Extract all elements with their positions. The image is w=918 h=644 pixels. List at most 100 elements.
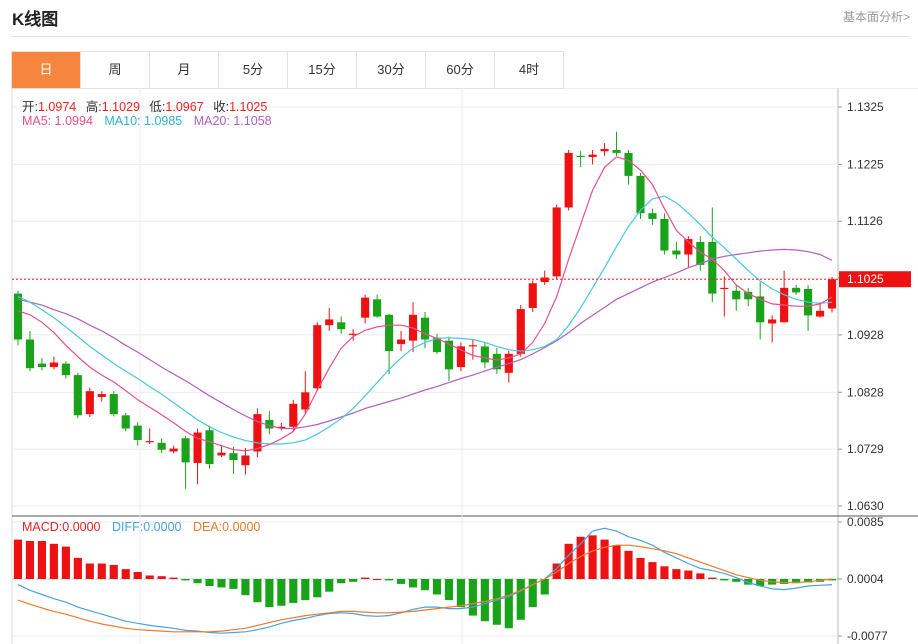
candle-body [13,293,23,340]
macd-bar [49,543,58,579]
macd-bar [552,563,561,579]
candle-body [552,207,561,277]
macd-bar [373,579,382,580]
dea-label: DEA: [192,520,223,534]
candle-body [660,218,669,251]
candle-body [720,287,729,290]
macd-bar [121,569,130,579]
candle-body [672,250,681,255]
tab-60min[interactable]: 60分 [426,52,495,88]
macd-bar [265,579,274,608]
macd-bar [85,563,94,579]
macd-bar [672,569,681,579]
candle-body [325,319,334,326]
candle-body [756,296,765,323]
candle-body [169,448,178,452]
high-value: 1.1029 [101,100,140,114]
tab-month[interactable]: 月 [150,52,219,88]
macd-bar [25,541,35,579]
price-tick-label: 1.0928 [847,328,884,342]
ma20-label: MA20: [193,114,230,128]
candle-body [648,213,657,219]
candle-body [313,325,322,389]
candle-body [97,394,106,397]
candle-body [396,339,406,345]
candle-body [229,453,238,461]
candle-body [205,430,214,465]
price-tick-label: 1.0630 [847,499,884,513]
macd-bar [420,579,430,591]
candle-body [516,309,525,354]
macd-bar [576,536,585,579]
ma5-value: 1.0994 [54,114,93,128]
high-label: 高: [85,100,102,114]
candle-body [253,414,262,452]
kline-chart[interactable]: 1.13251.12251.11261.10271.09281.08281.07… [0,88,918,644]
macd-bar [516,579,525,620]
macd-bar [361,577,370,579]
candle-body [109,394,118,415]
candle-body [193,432,202,463]
candle-body [337,322,346,330]
candle-body [361,297,370,318]
candle-body [85,391,94,415]
candle-body [121,415,130,429]
tab-week[interactable]: 周 [81,52,150,88]
candle-body [540,277,549,283]
candle-body [241,455,250,466]
candle-body [133,425,142,440]
low-value: 1.0967 [165,100,204,114]
candle-body [37,363,46,368]
fundamental-analysis-link[interactable]: 基本面分析> [842,10,910,24]
macd-bar [109,564,118,579]
macd-value: 0.0000 [62,520,101,534]
macd-bar [313,579,322,598]
macd-bar [648,562,657,579]
dea-line [17,544,833,633]
candle-body [25,339,35,369]
ma20-line [17,248,833,430]
macd-bar [600,539,609,579]
candle-body [528,283,537,308]
ma10-line [17,195,833,445]
candle-body [684,239,693,255]
low-label: 低: [149,100,166,114]
ma-lines [17,156,833,452]
macd-bar [696,573,705,579]
macd-bar [588,535,597,579]
candle-body [696,241,705,265]
last-price-badge [839,271,911,288]
macd-bar [73,557,82,579]
candle-body [744,291,753,300]
macd-bar [301,579,310,601]
tab-5min[interactable]: 5分 [219,52,288,88]
candle-body [792,287,801,293]
ma-info: MA5: 1.0994 MA10: 1.0985 MA20: 1.1058 [22,114,272,128]
macd-bar [468,579,477,616]
candle-body [827,279,837,309]
tab-day[interactable]: 日 [12,52,81,88]
tab-4h[interactable]: 4时 [495,52,564,88]
macd-bar [492,579,501,625]
period-tabs: 日 周 月 5分 15分 30分 60分 4时 [11,51,564,89]
candle-body [456,346,465,368]
ma10-value: 1.0985 [144,114,183,128]
candle-body [636,175,645,214]
candle-body [612,150,621,153]
macd-bar [241,579,250,596]
macd-bar [181,579,190,581]
candle-body [768,319,777,324]
macd-bar [456,579,465,608]
tab-15min[interactable]: 15分 [288,52,357,88]
macd-bar [708,577,717,579]
tab-30min[interactable]: 30分 [357,52,426,88]
macd-bar [792,579,801,584]
candle-body [289,403,298,427]
open-label: 开: [22,100,38,114]
page-title: K线图 [12,10,59,29]
macd-bar [612,545,621,579]
macd-bar [408,579,418,588]
macd-bar [61,546,70,579]
candle-body [432,337,442,353]
macd-bar [37,541,46,579]
